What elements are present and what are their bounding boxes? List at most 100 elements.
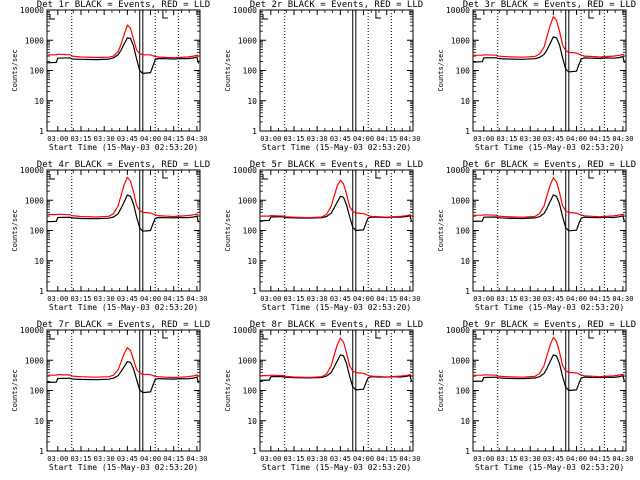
x-tick-label: 04:30 (399, 455, 420, 463)
y-tick-label: 1 (39, 127, 44, 136)
x-tick-label: 03:00 (260, 295, 281, 303)
x-tick-label: 04:15 (163, 135, 184, 143)
corner-marker (475, 174, 481, 180)
x-tick-label: 03:00 (47, 455, 68, 463)
x-tick-label: 04:00 (353, 135, 374, 143)
x-tick-label: 04:00 (140, 135, 161, 143)
x-tick-label: 04:15 (589, 455, 610, 463)
x-tick-label: 03:30 (520, 295, 541, 303)
y-tick-label: 1000 (451, 36, 470, 45)
x-tick-label: 04:30 (186, 135, 207, 143)
corner-marker (262, 334, 268, 340)
panel-det-8: Det 8r BLACK = Events, RED = LLD 1 10 100 10… (224, 320, 423, 472)
panel-title: Det 4r BLACK = Events, RED = LLD (37, 160, 210, 170)
x-tick-label: 03:45 (330, 295, 351, 303)
corner-marker (49, 14, 55, 20)
y-axis-label: Counts/sec (11, 369, 19, 411)
y-axis-label: Counts/sec (224, 369, 232, 411)
panel-det-7: Det 7r BLACK = Events, RED = LLD 1 10 100 10… (11, 320, 210, 472)
y-tick-label: 1000 (25, 36, 44, 45)
x-tick-label: 04:30 (612, 455, 633, 463)
y-axis-label: Counts/sec (11, 209, 19, 251)
x-tick-label: 03:15 (283, 295, 304, 303)
corner-marker (262, 14, 268, 20)
x-tick-label: 04:15 (589, 135, 610, 143)
x-tick-label: 03:15 (70, 135, 91, 143)
x-tick-label: 03:00 (47, 295, 68, 303)
x-tick-label: 03:30 (94, 295, 115, 303)
y-tick-label: 10 (34, 417, 44, 426)
y-tick-label: 1 (465, 447, 470, 456)
panel-det-6: Det 6r BLACK = Events, RED = LLD 1 10 100 10… (437, 160, 636, 312)
x-axis-label: Start Time (15-May-03 02:53:20) (475, 143, 624, 152)
y-axis-label: Counts/sec (437, 49, 445, 91)
panel-title: Det 9r BLACK = Events, RED = LLD (463, 320, 636, 330)
panel-title: Det 3r BLACK = Events, RED = LLD (463, 0, 636, 10)
corner-marker (475, 14, 481, 20)
y-tick-label: 1 (252, 447, 257, 456)
series-events-line (472, 354, 626, 392)
y-tick-label: 10000 (446, 326, 470, 335)
series-lld-line (473, 337, 625, 378)
series-lld-line (47, 347, 199, 379)
panel-title: Det 7r BLACK = Events, RED = LLD (37, 320, 210, 330)
y-tick-label: 1000 (25, 356, 44, 365)
x-tick-label: 03:30 (307, 295, 328, 303)
y-tick-label: 10 (34, 97, 44, 106)
x-tick-label: 04:15 (376, 135, 397, 143)
bracket-marker (162, 330, 168, 339)
x-tick-label: 03:30 (307, 455, 328, 463)
x-axis-label: Start Time (15-May-03 02:53:20) (475, 463, 624, 472)
y-tick-label: 100 (30, 387, 45, 396)
x-tick-label: 04:00 (566, 295, 587, 303)
y-tick-label: 10000 (446, 6, 470, 15)
x-tick-label: 04:30 (399, 295, 420, 303)
y-tick-label: 10000 (20, 166, 44, 175)
y-tick-label: 10000 (20, 326, 44, 335)
x-axis-label: Start Time (15-May-03 02:53:20) (49, 143, 198, 152)
x-tick-label: 03:30 (520, 135, 541, 143)
panel-det-4: Det 4r BLACK = Events, RED = LLD 1 10 100 10… (11, 160, 210, 312)
series-events-line (472, 36, 626, 73)
series-lld-line (47, 24, 199, 59)
x-tick-label: 03:15 (496, 295, 517, 303)
series-events-line (46, 194, 200, 232)
y-tick-label: 1000 (238, 356, 257, 365)
x-tick-label: 03:00 (473, 135, 494, 143)
y-axis-label: Counts/sec (224, 209, 232, 251)
panel-det-9: Det 9r BLACK = Events, RED = LLD 1 10 100 10… (437, 320, 636, 472)
series-events-line (46, 361, 200, 394)
y-tick-label: 100 (456, 67, 471, 76)
y-tick-label: 1 (39, 287, 44, 296)
bracket-marker (588, 330, 594, 339)
series-lld-line (473, 16, 625, 58)
x-axis-label: Start Time (15-May-03 02:53:20) (262, 303, 411, 312)
panel-title: Det 6r BLACK = Events, RED = LLD (463, 160, 636, 170)
x-tick-label: 04:00 (353, 455, 374, 463)
x-tick-label: 03:30 (307, 135, 328, 143)
x-tick-label: 03:45 (117, 135, 138, 143)
x-tick-label: 03:00 (473, 295, 494, 303)
x-tick-label: 03:00 (47, 135, 68, 143)
corner-marker (49, 334, 55, 340)
series-events-line (259, 195, 413, 232)
x-tick-label: 04:00 (140, 295, 161, 303)
x-tick-label: 04:30 (186, 295, 207, 303)
bracket-marker (588, 170, 594, 179)
y-axis-label: Counts/sec (224, 49, 232, 91)
y-axis-label: Counts/sec (11, 49, 19, 91)
x-tick-label: 03:45 (117, 455, 138, 463)
x-tick-label: 04:30 (612, 135, 633, 143)
y-tick-label: 10 (247, 417, 257, 426)
x-tick-label: 03:30 (94, 455, 115, 463)
x-tick-label: 03:45 (543, 135, 564, 143)
x-tick-label: 04:15 (376, 295, 397, 303)
panel-det-5: Det 5r BLACK = Events, RED = LLD 1 10 100 10… (224, 160, 423, 312)
x-tick-label: 04:00 (566, 135, 587, 143)
series-lld-line (46, 176, 199, 218)
y-tick-label: 100 (243, 387, 258, 396)
bracket-marker (162, 170, 168, 179)
bracket-marker (588, 10, 594, 19)
bracket-marker (162, 10, 168, 19)
